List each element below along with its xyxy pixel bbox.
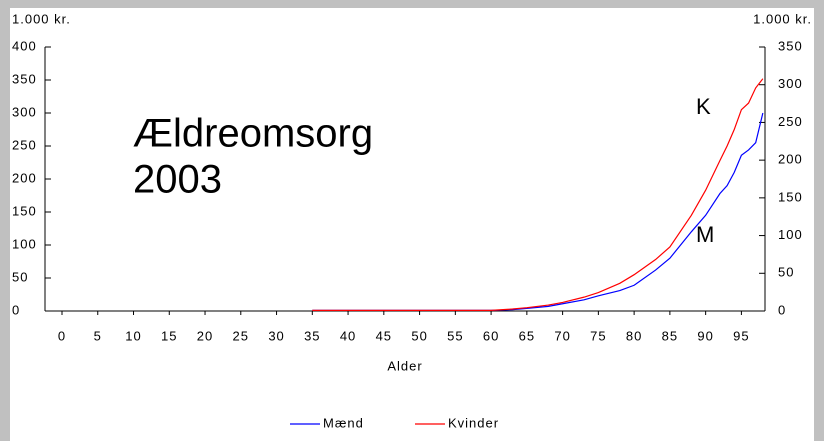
chart-area <box>10 8 814 441</box>
y2-tick-label: 50 <box>778 265 794 280</box>
x-tick-label: 30 <box>268 328 284 343</box>
x-tick-label: 65 <box>519 328 535 343</box>
x-tick-label: 70 <box>554 328 570 343</box>
y2-unit-label: 1.000 kr. <box>753 11 812 26</box>
y2-tick-label: 250 <box>778 114 803 129</box>
x-tick-label: 35 <box>304 328 320 343</box>
y2-tick-label: 150 <box>778 189 803 204</box>
y2-tick-label: 0 <box>778 302 786 317</box>
y-tick-label: 350 <box>12 71 37 86</box>
x-tick-label: 0 <box>58 328 66 343</box>
x-tick-label: 5 <box>94 328 102 343</box>
y-tick-label: 300 <box>12 104 37 119</box>
y-tick-label: 100 <box>12 236 37 251</box>
series-line <box>312 78 764 311</box>
y2-tick-label: 100 <box>778 227 803 242</box>
y-tick-label: 0 <box>12 302 20 317</box>
y-tick-label: 150 <box>12 203 37 218</box>
y2-tick-label: 300 <box>778 76 803 91</box>
chart-title: 2003 <box>133 158 222 202</box>
x-tick-label: 60 <box>483 328 499 343</box>
chart-title: Ældreomsorg <box>133 112 373 156</box>
y-tick-label: 200 <box>12 170 37 185</box>
x-tick-label: 45 <box>376 328 392 343</box>
y-unit-label: 1.000 kr. <box>12 11 71 26</box>
x-tick-label: 25 <box>233 328 249 343</box>
x-tick-label: 80 <box>626 328 642 343</box>
y2-tick-label: 350 <box>778 38 803 53</box>
x-tick-label: 95 <box>733 328 749 343</box>
x-tick-label: 90 <box>697 328 713 343</box>
x-tick-label: 75 <box>590 328 606 343</box>
legend-label: Mænd <box>323 415 364 430</box>
x-tick-label: 85 <box>662 328 678 343</box>
y2-tick-label: 200 <box>778 152 803 167</box>
y-tick-label: 250 <box>12 137 37 152</box>
legend-label: Kvinder <box>448 415 499 430</box>
y-tick-label: 50 <box>12 269 28 284</box>
y-tick-label: 400 <box>12 38 37 53</box>
x-tick-label: 10 <box>125 328 141 343</box>
x-tick-label: 40 <box>340 328 356 343</box>
x-tick-label: 20 <box>197 328 213 343</box>
annotation: K <box>696 94 711 119</box>
x-tick-label: 55 <box>447 328 463 343</box>
annotation: M <box>696 222 714 247</box>
x-tick-label: 15 <box>161 328 177 343</box>
x-axis-label: Alder <box>387 358 422 373</box>
x-tick-label: 50 <box>411 328 427 343</box>
